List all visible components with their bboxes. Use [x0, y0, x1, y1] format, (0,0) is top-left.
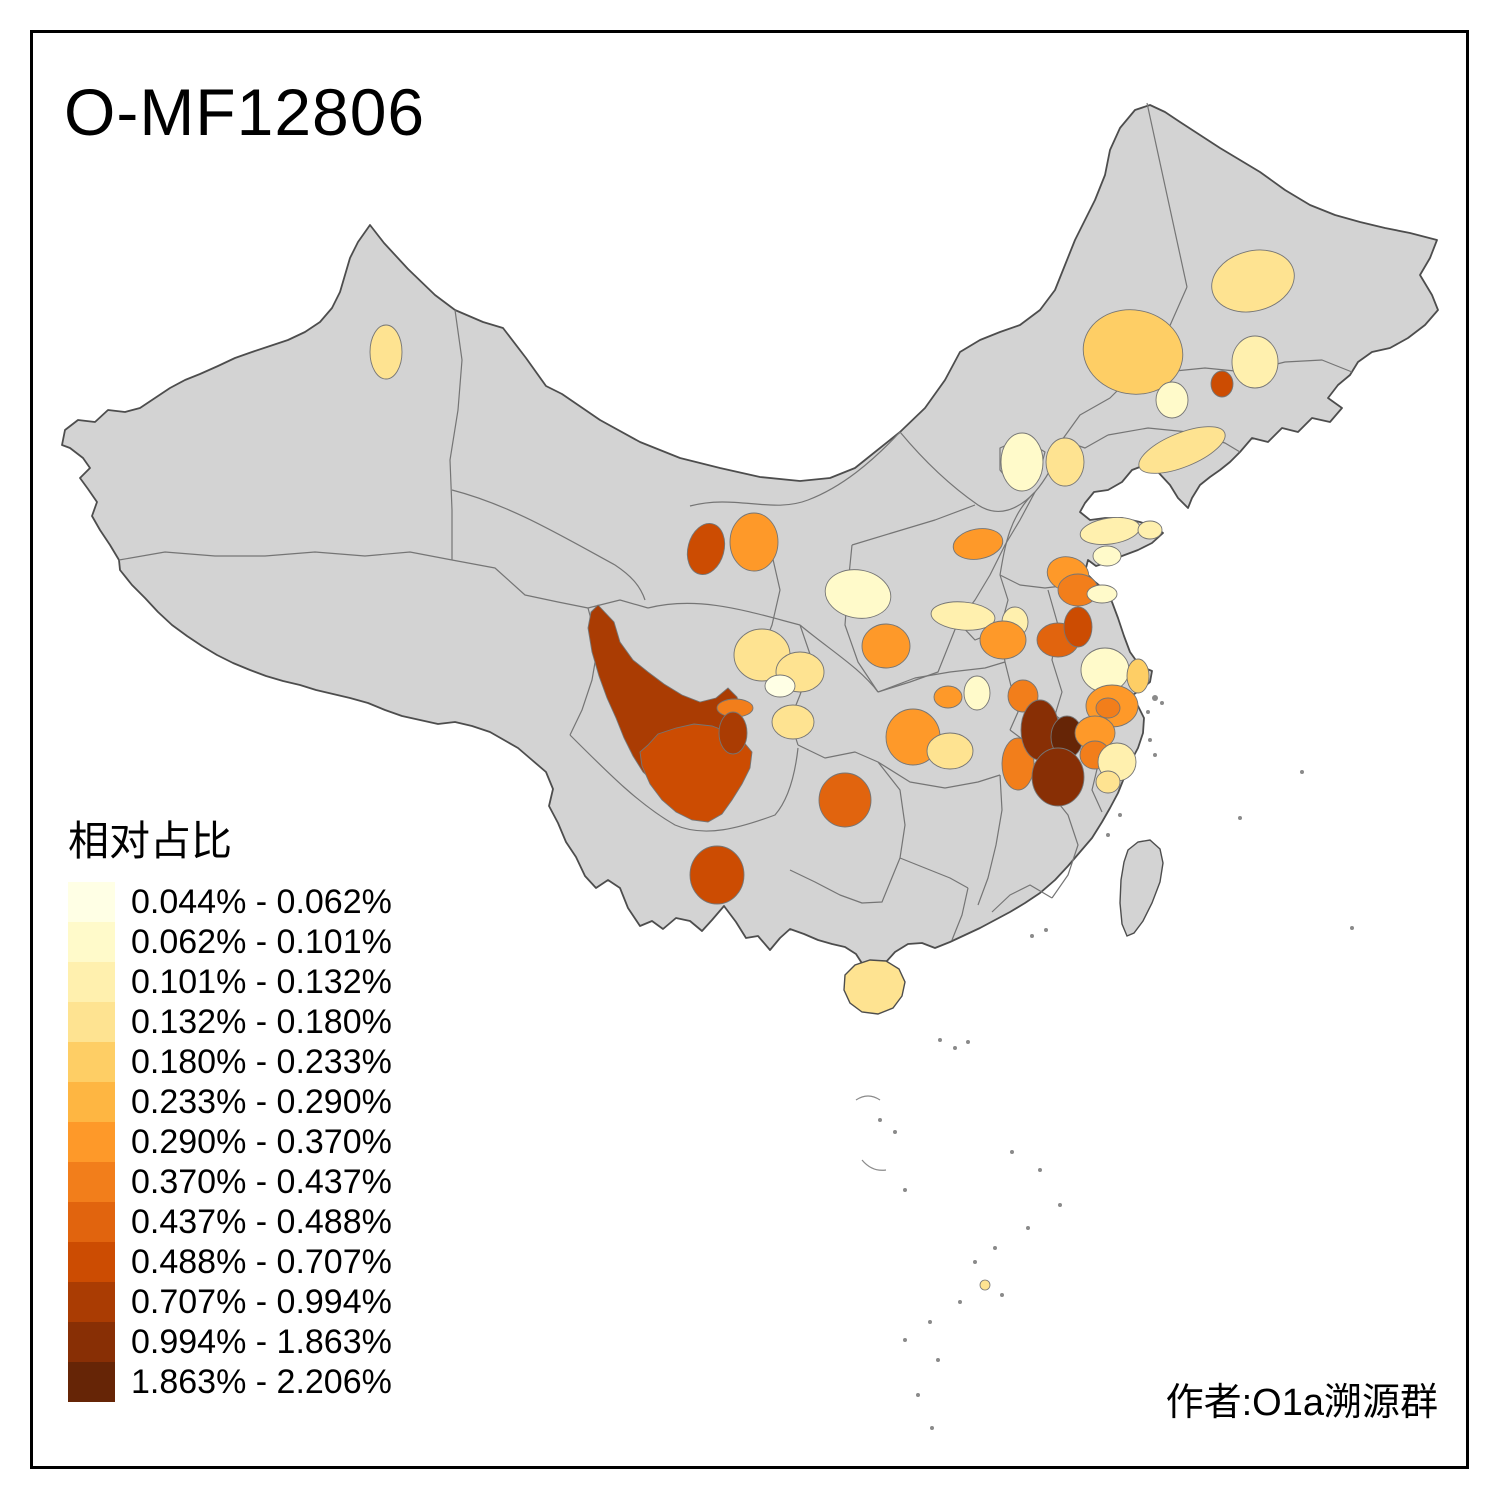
legend-row: 0.488% - 0.707% [68, 1242, 392, 1282]
prefecture-region [1082, 309, 1184, 395]
legend-row: 0.994% - 1.863% [68, 1322, 392, 1362]
prefecture-region [1095, 697, 1121, 719]
prefecture-region [952, 528, 1004, 560]
legend: 相对占比 0.044% - 0.062% 0.062% - 0.101% 0.1… [68, 818, 392, 1402]
prefecture-region [1086, 584, 1118, 604]
legend-row: 0.233% - 0.290% [68, 1082, 392, 1122]
prefecture-region [1210, 370, 1234, 398]
prefecture-regions [369, 249, 1295, 905]
prefecture-region [818, 772, 872, 828]
legend-color-swatch [68, 1162, 115, 1202]
legend-class-label: 0.180% - 0.233% [131, 1042, 392, 1081]
prefecture-region [979, 620, 1027, 660]
legend-class-label: 0.994% - 1.863% [131, 1322, 392, 1361]
prefecture-region [718, 711, 748, 755]
legend-row: 0.101% - 0.132% [68, 962, 392, 1002]
legend-color-swatch [68, 882, 115, 922]
legend-class-label: 0.101% - 0.132% [131, 962, 392, 1001]
prefecture-region [1095, 770, 1121, 794]
prefecture-region [861, 623, 911, 669]
legend-class-label: 0.132% - 0.180% [131, 1002, 392, 1041]
prefecture-region [689, 845, 745, 905]
prefecture-region [1000, 432, 1044, 492]
legend-class-label: 0.370% - 0.437% [131, 1162, 392, 1201]
prefecture-region [1045, 437, 1085, 487]
prefecture-region [1155, 381, 1189, 419]
legend-row: 0.132% - 0.180% [68, 1002, 392, 1042]
legend-class-label: 0.488% - 0.707% [131, 1242, 392, 1281]
legend-row: 0.062% - 0.101% [68, 922, 392, 962]
legend-row: 0.370% - 0.437% [68, 1162, 392, 1202]
prefecture-region [963, 675, 991, 711]
legend-row: 0.180% - 0.233% [68, 1042, 392, 1082]
legend-color-swatch [68, 1082, 115, 1122]
prefecture-region [930, 601, 996, 631]
page-title: O-MF12806 [64, 75, 426, 149]
legend-class-label: 0.044% - 0.062% [131, 882, 392, 921]
prefecture-region [1137, 520, 1163, 540]
prefecture-region [1138, 426, 1226, 474]
prefecture-region [926, 732, 974, 770]
prefecture-region [771, 704, 815, 740]
legend-color-swatch [68, 1242, 115, 1282]
prefecture-region [1092, 545, 1122, 567]
legend-color-swatch [68, 1002, 115, 1042]
sansha-island-dot [979, 1279, 991, 1291]
legend-class-label: 0.707% - 0.994% [131, 1282, 392, 1321]
hainan-island [843, 959, 906, 1015]
legend-class-label: 0.233% - 0.290% [131, 1082, 392, 1121]
prefecture-region [1031, 747, 1085, 807]
legend-row: 0.437% - 0.488% [68, 1202, 392, 1242]
legend-row: 0.290% - 0.370% [68, 1122, 392, 1162]
legend-title: 相对占比 [68, 818, 232, 864]
prefecture-region [686, 523, 726, 575]
legend-color-swatch [68, 922, 115, 962]
legend-color-swatch [68, 1042, 115, 1082]
legend-class-label: 0.290% - 0.370% [131, 1122, 392, 1161]
legend-color-swatch [68, 1282, 115, 1322]
legend-row: 0.044% - 0.062% [68, 882, 392, 922]
legend-class-label: 1.863% - 2.206% [131, 1362, 392, 1401]
prefecture-region [764, 674, 796, 698]
prefecture-region [1126, 658, 1150, 694]
prefecture-region [1231, 335, 1279, 389]
prefecture-region [1211, 249, 1295, 313]
legend-row: 0.707% - 0.994% [68, 1282, 392, 1322]
legend-color-swatch [68, 1322, 115, 1362]
island-specks [855, 695, 1354, 1430]
taiwan-island [1119, 839, 1164, 937]
legend-class-label: 0.062% - 0.101% [131, 922, 392, 961]
prefecture-region [824, 569, 892, 619]
prefecture-region [369, 324, 403, 380]
prefecture-region [933, 685, 963, 709]
legend-rows: 0.044% - 0.062% 0.062% - 0.101% 0.101% -… [68, 882, 392, 1402]
plot-frame [30, 30, 1469, 1469]
prefecture-region [729, 512, 779, 572]
author-credit: 作者:O1a溯源群 [1165, 1382, 1438, 1424]
legend-color-swatch [68, 1122, 115, 1162]
legend-color-swatch [68, 1202, 115, 1242]
legend-color-swatch [68, 962, 115, 1002]
prefecture-region [1063, 606, 1093, 648]
legend-row: 1.863% - 2.206% [68, 1362, 392, 1402]
legend-color-swatch [68, 1362, 115, 1402]
legend-class-label: 0.437% - 0.488% [131, 1202, 392, 1241]
